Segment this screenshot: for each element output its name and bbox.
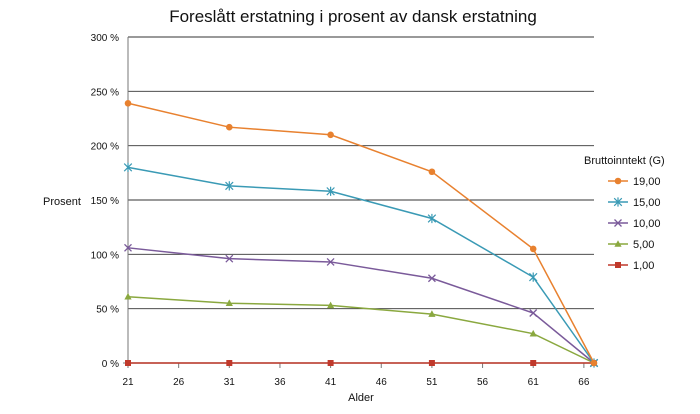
legend-marker <box>613 197 623 207</box>
y-tick-labels: 0 % 50 % 100 % 150 % 200 % 250 % 300 % <box>91 33 119 370</box>
legend-marker <box>614 240 622 247</box>
data-point-19,00-41 <box>327 131 334 139</box>
data-point-1,00-61 <box>530 360 537 366</box>
y-tick-label-200: 200 % <box>91 142 119 153</box>
chart-title: Foreslått erstatning i prosent av dansk … <box>169 7 537 26</box>
series-line-19,00 <box>127 102 595 364</box>
data-point-10,00-51 <box>427 274 436 283</box>
series-19,00 <box>124 99 598 367</box>
data-point-15,00-51 <box>427 213 437 224</box>
legend: Bruttoinntekt (G) 19,00 15,00 10,00 5,00 1,0… <box>584 155 665 272</box>
y-tick-label-50: 50 % <box>96 305 119 316</box>
data-point-19,00-51 <box>428 168 436 176</box>
series-line-15,00 <box>127 166 595 364</box>
data-point-19,00-31 <box>226 123 233 131</box>
data-point-10,00-61 <box>529 309 538 317</box>
y-tick-label-300: 300 % <box>91 33 119 44</box>
series-group <box>123 99 599 368</box>
x-tick-label-21: 21 <box>122 377 134 388</box>
data-point-10,00-21 <box>124 243 132 252</box>
x-tick-label-36: 36 <box>274 377 286 388</box>
legend-label: 15,00 <box>633 197 661 209</box>
series-1,00 <box>125 360 597 366</box>
data-point-19,00-67 <box>590 359 598 367</box>
y-axis-label: Prosent <box>43 196 81 208</box>
y-tick-label-100: 100 % <box>91 250 119 261</box>
x-tick-label-41: 41 <box>325 377 337 388</box>
y-tick-label-250: 250 % <box>91 87 119 98</box>
data-point-19,00-21 <box>124 99 132 107</box>
data-point-15,00-21 <box>123 162 133 172</box>
data-point-5,00-41 <box>327 301 335 309</box>
data-point-15,00-41 <box>326 186 335 196</box>
legend-label: 5,00 <box>633 239 654 251</box>
x-tick-label-51: 51 <box>426 377 438 388</box>
data-point-15,00-31 <box>225 181 234 191</box>
legend-label: 10,00 <box>633 218 661 230</box>
series-15,00 <box>123 162 599 368</box>
legend-item-5,00: 5,00 <box>608 239 654 251</box>
x-tick-label-56: 56 <box>477 377 489 388</box>
legend-marker <box>614 177 622 185</box>
data-point-1,00-41 <box>327 360 334 366</box>
x-tick-label-61: 61 <box>528 377 540 388</box>
legend-label: 19,00 <box>633 176 661 188</box>
y-tick-label-150: 150 % <box>91 196 119 207</box>
x-tick-label-66: 66 <box>578 377 590 388</box>
data-point-10,00-31 <box>225 254 234 263</box>
x-tick-label-31: 31 <box>224 377 236 388</box>
series-10,00 <box>124 243 598 367</box>
data-point-5,00-21 <box>124 292 132 300</box>
legend-item-10,00: 10,00 <box>608 218 661 230</box>
series-line-5,00 <box>127 295 595 364</box>
data-point-19,00-61 <box>529 245 537 253</box>
axes <box>123 37 585 368</box>
legend-marker <box>615 262 621 268</box>
data-point-5,00-51 <box>428 310 436 317</box>
legend-item-19,00: 19,00 <box>608 176 661 188</box>
legend-item-15,00: 15,00 <box>608 197 661 209</box>
data-point-1,00-51 <box>428 360 435 366</box>
series-line-10,00 <box>127 247 595 364</box>
data-point-1,00-21 <box>125 360 131 366</box>
legend-title: Bruttoinntekt (G) <box>584 155 665 167</box>
x-tick-labels: 21 26 31 36 41 46 51 56 61 66 <box>122 377 589 388</box>
data-point-5,00-31 <box>225 299 233 307</box>
data-point-5,00-61 <box>529 329 537 337</box>
data-point-10,00-41 <box>326 257 335 266</box>
x-tick-label-26: 26 <box>173 377 185 388</box>
data-point-1,00-31 <box>226 360 233 366</box>
y-tick-label-0: 0 % <box>102 359 119 370</box>
legend-item-1,00: 1,00 <box>608 260 654 272</box>
data-point-15,00-61 <box>528 272 538 282</box>
legend-marker <box>614 219 622 227</box>
series-5,00 <box>124 292 598 366</box>
x-axis-label: Alder <box>348 392 374 404</box>
legend-label: 1,00 <box>633 260 654 272</box>
x-tick-label-46: 46 <box>376 377 388 388</box>
